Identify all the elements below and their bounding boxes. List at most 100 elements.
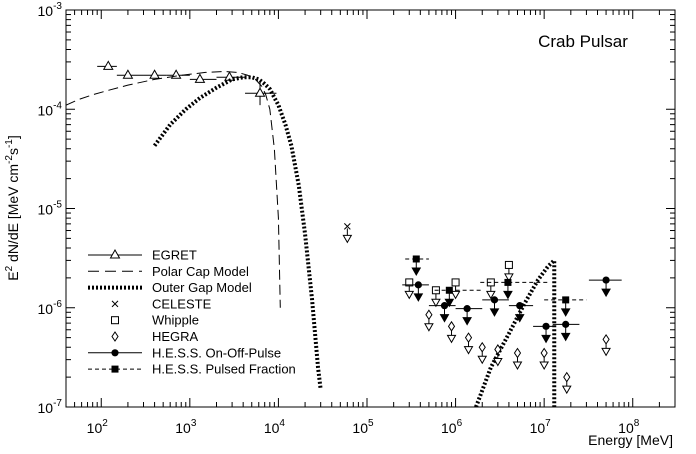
data-point	[478, 341, 486, 353]
x-tick-label: 103	[175, 418, 197, 436]
y-axis-title-sup2: 2	[4, 265, 15, 271]
upper-limit-arrow-head	[504, 273, 514, 282]
y-axis-title-sup-s: -1	[4, 139, 15, 148]
y-tick-base: 10	[38, 400, 54, 416]
data-point	[170, 69, 182, 79]
legend-label: HEGRA	[152, 329, 199, 344]
y-tick-base: 10	[38, 301, 54, 317]
legend-item: H.E.S.S. Pulsed Fraction	[88, 362, 296, 377]
y-axis-title: E2 dN/dE [MeV cm-2s-1]	[4, 135, 21, 281]
x-tick-base: 10	[175, 420, 191, 436]
data-point	[494, 344, 502, 355]
upper-limit-arrow-head	[444, 298, 455, 308]
model-curve	[66, 71, 281, 308]
y-tick-label: 10-4	[38, 100, 63, 118]
series-1	[66, 71, 281, 308]
upper-limit-arrow-head	[503, 290, 513, 300]
legend-label: Whipple	[152, 313, 199, 328]
upper-limit-arrow-head	[601, 347, 611, 357]
legend-item: CELESTE	[111, 296, 212, 311]
upper-limit-arrow-head	[431, 298, 441, 308]
x-tick-exponent: 4	[279, 418, 285, 429]
legend-item: Whipple	[111, 313, 199, 328]
legend-marker	[109, 248, 121, 259]
data-point	[102, 60, 114, 70]
series-0	[97, 60, 277, 106]
series-2	[152, 75, 323, 390]
data-point	[447, 320, 456, 332]
y-tick-base: 10	[38, 202, 54, 218]
model-curve	[152, 75, 323, 390]
x-axis-title: Energy [MeV]	[588, 432, 673, 448]
legend-marker	[111, 316, 119, 325]
y-tick-label: 10-7	[38, 398, 63, 416]
upper-limit-arrow-head	[404, 290, 415, 300]
upper-limit-arrow-head	[411, 267, 422, 276]
x-tick-label: 108	[618, 418, 640, 436]
data-point	[513, 347, 522, 359]
data-point	[414, 281, 422, 289]
data-point	[562, 320, 570, 328]
x-tick-base: 10	[264, 420, 280, 436]
upper-limit-arrow-head	[560, 308, 571, 317]
data-point	[542, 322, 550, 330]
x-tick-label: 102	[87, 418, 109, 436]
x-tick-exponent: 7	[545, 418, 551, 429]
data-point	[440, 302, 449, 310]
y-tick-exponent: -4	[53, 100, 62, 111]
data-point	[412, 255, 420, 263]
legend-label: Outer Gap Model	[152, 280, 252, 295]
upper-limit-arrow-head	[541, 334, 551, 344]
data-point	[194, 73, 206, 83]
y-tick-exponent: -6	[53, 299, 62, 310]
x-tick-label: 106	[441, 418, 463, 436]
x-tick-exponent: 3	[191, 418, 197, 429]
data-point	[504, 278, 512, 286]
x-tick-base: 10	[530, 420, 546, 436]
y-axis-title-e: E	[5, 271, 21, 280]
legend-item: HEGRA	[111, 329, 199, 344]
x-tick-exponent: 8	[634, 418, 640, 429]
data-point	[490, 296, 499, 304]
x-tick-base: 10	[352, 420, 368, 436]
data-point	[602, 276, 610, 284]
x-tick-label: 104	[264, 418, 286, 436]
legend-item: Polar Cap Model	[88, 264, 249, 279]
data-point	[504, 260, 513, 269]
legend-marker	[111, 331, 119, 342]
legend-marker	[111, 300, 119, 308]
legend-label: CELESTE	[152, 296, 212, 311]
chart-title: Crab Pulsar	[538, 32, 628, 51]
data-point	[445, 286, 453, 294]
y-tick-exponent: -5	[53, 200, 62, 211]
upper-limit-arrow-head	[560, 332, 571, 342]
y-tick-base: 10	[38, 102, 54, 118]
x-tick-label: 105	[352, 418, 374, 436]
data-point	[463, 305, 471, 313]
series-8	[405, 255, 587, 317]
legend-marker	[111, 365, 119, 373]
legend-marker	[111, 349, 119, 357]
y-tick-base: 10	[38, 3, 54, 19]
upper-limit-arrow-head	[413, 293, 424, 302]
legend-item: H.E.S.S. On-Off-Pulse	[88, 345, 281, 360]
y-tick-exponent: -3	[53, 1, 62, 12]
upper-limit-arrow-head	[446, 334, 457, 344]
series-7	[402, 276, 622, 344]
upper-limit-arrow-head	[539, 361, 550, 371]
y-axis-title-s: s	[5, 148, 21, 155]
legend-label: H.E.S.S. Pulsed Fraction	[152, 362, 296, 377]
data-point	[425, 309, 433, 321]
data-point	[540, 347, 548, 359]
upper-limit-arrow-head	[450, 290, 461, 300]
data-layer	[66, 60, 622, 407]
upper-limit-arrow-head	[492, 357, 503, 367]
data-point	[602, 333, 610, 345]
y-tick-label: 10-3	[38, 1, 63, 19]
upper-limit-arrow-head	[561, 385, 572, 395]
y-tick-exponent: -7	[53, 398, 62, 409]
upper-limit-arrow-head	[477, 355, 488, 365]
axis-ticks: 102 103 104 105 106 107 10810-710-610-510-410-…	[38, 1, 676, 436]
